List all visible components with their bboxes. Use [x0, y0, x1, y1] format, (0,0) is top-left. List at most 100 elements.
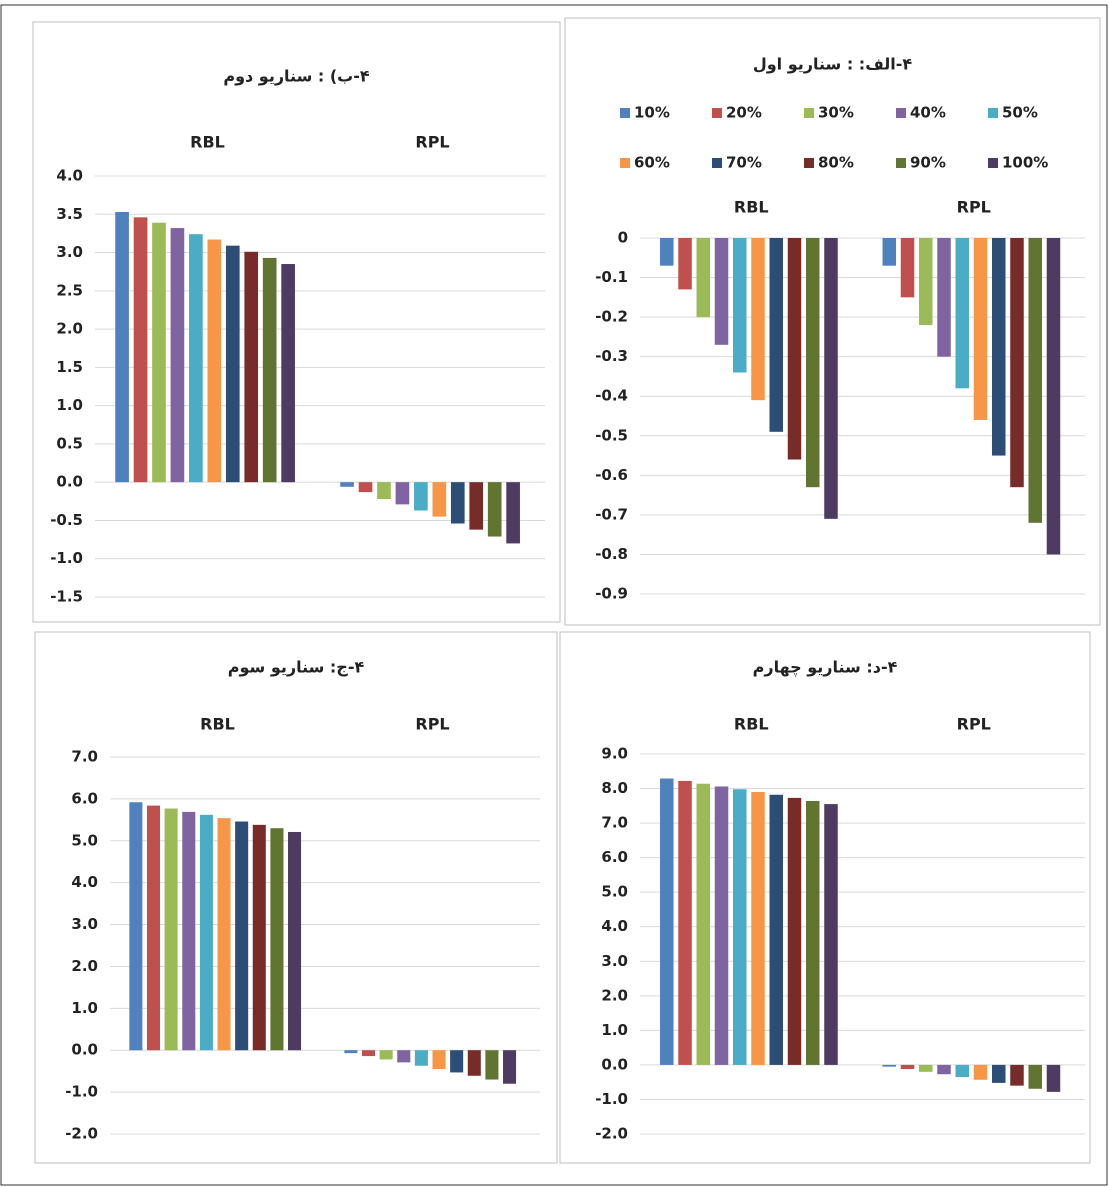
bar	[506, 482, 520, 543]
chart-title: ۴-الف: : سناریو اول	[753, 55, 913, 74]
y-tick-label: 1.0	[56, 396, 83, 414]
bar	[359, 482, 373, 492]
legend-swatch	[620, 108, 630, 118]
bar	[397, 1050, 410, 1062]
legend-label: 10%	[634, 104, 670, 122]
legend-label: 20%	[726, 104, 762, 122]
bar	[974, 238, 988, 420]
legend-swatch	[988, 108, 998, 118]
bar	[992, 238, 1006, 456]
y-tick-label: 6.0	[601, 848, 628, 866]
bar	[503, 1050, 516, 1084]
y-tick-label: -0.2	[595, 308, 628, 326]
y-tick-label: -1.0	[50, 549, 83, 567]
bar	[226, 246, 240, 483]
bar	[751, 792, 765, 1065]
bar	[362, 1050, 375, 1056]
bar	[129, 802, 142, 1050]
bar	[788, 798, 802, 1065]
bar	[147, 806, 160, 1051]
bar	[263, 258, 277, 482]
bar	[200, 815, 213, 1050]
y-tick-label: 3.0	[56, 243, 83, 261]
y-tick-label: 5.0	[601, 883, 628, 901]
legend-label: 30%	[818, 104, 854, 122]
bar	[733, 789, 747, 1065]
bar	[697, 238, 711, 317]
bar	[468, 1050, 481, 1076]
bar	[1047, 238, 1061, 554]
legend-label: 90%	[910, 154, 946, 172]
bar	[396, 482, 410, 504]
bar	[208, 240, 222, 483]
legend-swatch	[988, 158, 998, 168]
legend-label: 60%	[634, 154, 670, 172]
y-tick-label: -0.5	[595, 426, 628, 444]
bar	[937, 238, 951, 357]
y-tick-label: 1.0	[601, 1021, 628, 1039]
y-tick-label: 8.0	[601, 779, 628, 797]
bar	[883, 238, 897, 266]
y-tick-label: -0.5	[50, 511, 83, 529]
bar	[883, 1065, 897, 1067]
y-tick-label: 7.0	[71, 748, 98, 766]
y-tick-label: 4.0	[56, 167, 83, 185]
bar	[235, 822, 248, 1051]
bar	[433, 482, 447, 516]
legend-swatch	[620, 158, 630, 168]
bar	[115, 212, 129, 482]
y-tick-label: 7.0	[601, 814, 628, 832]
y-tick-label: -0.7	[595, 505, 628, 523]
bar	[433, 1050, 446, 1069]
bar	[1010, 1065, 1024, 1086]
y-tick-label: -0.8	[595, 545, 628, 563]
bar	[165, 809, 178, 1051]
legend-swatch	[896, 158, 906, 168]
y-tick-label: -0.6	[595, 466, 628, 484]
bar	[218, 818, 231, 1050]
y-tick-label: 0.0	[56, 473, 83, 491]
bar	[451, 482, 465, 523]
y-tick-label: -2.0	[65, 1125, 98, 1143]
y-tick-label: 3.0	[71, 915, 98, 933]
bar	[415, 1050, 428, 1065]
bar	[697, 784, 711, 1065]
y-tick-label: 3.0	[601, 952, 628, 970]
bar	[450, 1050, 463, 1072]
bar	[715, 238, 729, 345]
bar	[485, 1050, 498, 1079]
bar	[806, 801, 820, 1065]
legend-swatch	[804, 158, 814, 168]
category-label: RBL	[190, 133, 225, 152]
bar	[901, 1065, 915, 1069]
chart-title: ۴-ج: سناریو سوم	[228, 658, 365, 677]
bar	[678, 781, 692, 1065]
legend-swatch	[712, 158, 722, 168]
y-tick-label: 0.0	[71, 1041, 98, 1059]
bar	[134, 217, 148, 482]
bar	[1028, 238, 1042, 523]
legend-swatch	[712, 108, 722, 118]
y-tick-label: 2.0	[71, 957, 98, 975]
bar	[806, 238, 820, 487]
bar	[788, 238, 802, 460]
bar	[919, 238, 933, 325]
y-tick-label: 0.5	[56, 434, 83, 452]
bar	[182, 812, 195, 1050]
category-label: RPL	[415, 715, 449, 734]
y-tick-label: 2.0	[56, 320, 83, 338]
y-tick-label: -0.4	[595, 387, 628, 405]
figure: ۴-الف: : سناریو اول0-0.1-0.2-0.3-0.4-0.5…	[0, 0, 1109, 1187]
y-tick-label: 0	[618, 229, 628, 247]
y-tick-label: 1.0	[71, 999, 98, 1017]
y-tick-label: 9.0	[601, 745, 628, 763]
chart-title: ۴-د: سناریو چهارم	[753, 658, 898, 678]
bar	[769, 238, 783, 432]
bar	[937, 1065, 951, 1074]
category-label: RBL	[734, 198, 769, 217]
bar	[1010, 238, 1024, 487]
legend-label: 100%	[1002, 154, 1048, 172]
bar	[919, 1065, 933, 1072]
y-tick-label: 5.0	[71, 831, 98, 849]
bar	[469, 482, 483, 529]
